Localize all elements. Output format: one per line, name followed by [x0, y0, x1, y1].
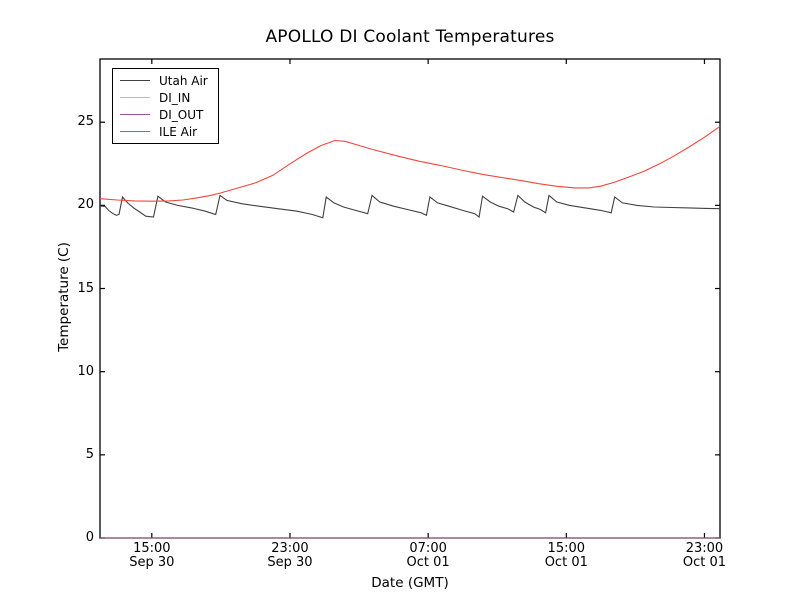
- x-tick-date: Oct 01: [544, 555, 588, 570]
- legend: Utah Air DI_IN DI_OUT ILE Air: [112, 68, 219, 144]
- x-tick-time: 23:00: [271, 541, 309, 556]
- y-tick-label: 25: [77, 114, 94, 130]
- y-tick-label: 0: [85, 530, 94, 545]
- legend-line-sample-ile-air: [120, 131, 150, 132]
- chart-title: APOLLO DI Coolant Temperatures: [265, 27, 555, 47]
- legend-label: DI_OUT: [159, 107, 204, 122]
- legend-line-sample-utah-air: [120, 80, 150, 81]
- legend-label: Utah Air: [159, 73, 208, 88]
- x-tick-time: 15:00: [547, 541, 586, 556]
- x-tick-date: Oct 01: [682, 555, 727, 570]
- x-tick-label: 23:00 Oct 01: [656, 542, 752, 570]
- x-tick-label: 15:00 Sep 30: [104, 542, 200, 570]
- x-tick-time: 07:00: [409, 541, 447, 556]
- y-tick-label: 10: [77, 363, 94, 379]
- legend-item-di-out: DI_OUT: [120, 106, 208, 123]
- legend-item-di-in: DI_IN: [120, 89, 208, 106]
- legend-item-ile-air: ILE Air: [120, 123, 208, 140]
- legend-line-sample-di-in: [120, 97, 150, 98]
- x-tick-time: 23:00: [685, 541, 724, 556]
- legend-label: ILE Air: [159, 124, 198, 139]
- y-tick-label: 5: [85, 446, 94, 462]
- y-tick-label: 15: [77, 280, 94, 296]
- y-axis-label: Temperature (C): [56, 242, 72, 352]
- series-line-utah-air: [99, 194, 721, 219]
- x-tick-label: 23:00 Sep 30: [242, 542, 338, 570]
- y-tick-label: 20: [77, 197, 94, 213]
- x-axis-label: Date (GMT): [371, 575, 449, 591]
- x-tick-time: 15:00: [133, 541, 171, 556]
- x-tick-label: 15:00 Oct 01: [518, 542, 614, 570]
- x-tick-date: Sep 30: [267, 555, 313, 570]
- x-tick-label: 07:00 Oct 01: [380, 542, 476, 570]
- legend-line-sample-di-out: [120, 114, 150, 115]
- legend-item-utah-air: Utah Air: [120, 72, 208, 89]
- legend-label: DI_IN: [159, 90, 191, 105]
- x-tick-date: Oct 01: [406, 555, 450, 570]
- x-tick-date: Sep 30: [129, 555, 175, 570]
- series-line-ile-air: [99, 125, 721, 202]
